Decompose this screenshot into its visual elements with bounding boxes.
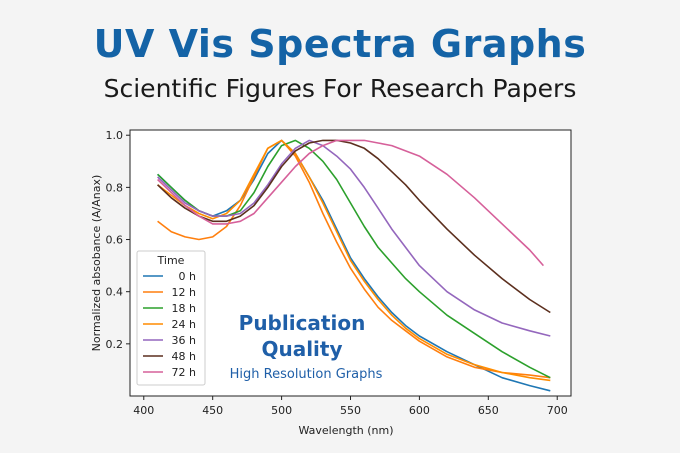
legend-title: Time [157, 254, 185, 267]
legend: Time 0 h 12 h 18 h 24 h 36 h 48 h 72 h [136, 250, 206, 386]
legend-label: 24 h [172, 318, 196, 331]
page-subtitle: Scientific Figures For Research Papers [103, 74, 577, 103]
ticks-layer: 400 450 500 550 600 650 700 0.2 0.4 0.6 0.8 1.0 [106, 129, 568, 417]
overlay-quality: Quality [261, 337, 342, 361]
overlay-high-resolution: High Resolution Graphs [230, 367, 383, 382]
y-tick-label: 0.4 [106, 286, 124, 299]
legend-label: 0 h [179, 270, 196, 283]
x-tick-label: 600 [409, 404, 430, 417]
y-tick-label: 1.0 [106, 129, 124, 142]
legend-label: 18 h [172, 302, 196, 315]
x-tick-label: 450 [202, 404, 223, 417]
series-layer [157, 139, 551, 392]
x-tick-label: 500 [271, 404, 292, 417]
x-tick-label: 650 [478, 404, 499, 417]
y-tick-label: 0.2 [106, 338, 124, 351]
series-line-72h [157, 139, 545, 267]
legend-label: 48 h [172, 350, 196, 363]
y-axis-label: Normalized absobance (A/Anax) [90, 175, 103, 352]
x-tick-label: 400 [133, 404, 154, 417]
series-line-12h [157, 139, 551, 379]
series-line-24h [157, 139, 551, 382]
legend-label: 12 h [172, 286, 196, 299]
series-line-48h [157, 139, 551, 314]
overlay-publication: Publication [239, 311, 366, 335]
y-tick-label: 0.6 [106, 234, 124, 247]
legend-label: 36 h [172, 334, 196, 347]
legend-box [136, 250, 206, 386]
x-tick-label: 700 [547, 404, 568, 417]
x-tick-label: 550 [340, 404, 361, 417]
legend-label: 72 h [172, 366, 196, 379]
y-tick-label: 0.8 [106, 181, 124, 194]
x-axis-label: Wavelength (nm) [298, 424, 393, 437]
page-title: UV Vis Spectra Graphs [93, 22, 587, 66]
